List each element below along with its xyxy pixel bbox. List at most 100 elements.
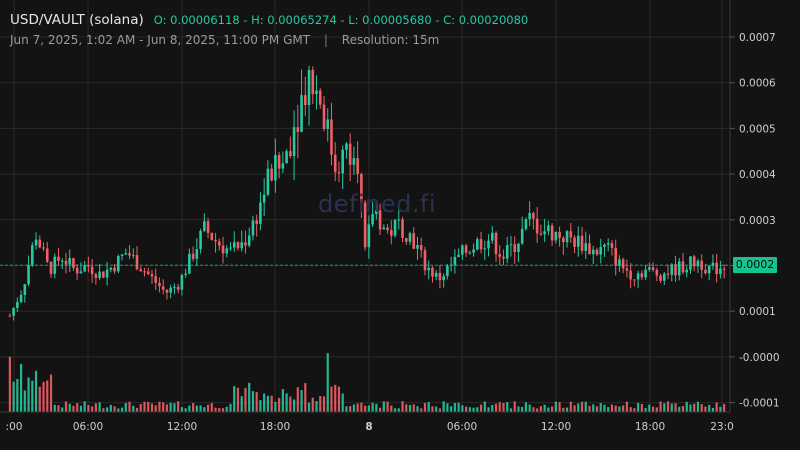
candle-body: [674, 264, 677, 276]
candle-body: [128, 253, 131, 256]
candle-body: [479, 239, 483, 250]
candle-body: [90, 266, 94, 275]
volume-bar: [16, 379, 19, 412]
price-tick-label: 0.0005: [739, 123, 776, 135]
candle-body: [580, 235, 584, 251]
candle-body: [176, 286, 180, 290]
time-tick-label: 12:00: [541, 421, 571, 433]
candle-body: [360, 173, 363, 203]
candle-body: [75, 267, 79, 274]
volume-bar: [169, 402, 172, 412]
volume-bar: [427, 401, 430, 412]
candle-body: [19, 294, 23, 303]
volume-bar: [304, 383, 307, 412]
candle-body: [569, 231, 573, 238]
volume-bar: [102, 408, 105, 412]
candle-body: [554, 231, 558, 241]
volume-bar: [162, 402, 165, 412]
candle-body: [259, 202, 262, 224]
candle-body: [300, 95, 303, 132]
volume-bar: [491, 404, 494, 412]
candle-body: [468, 252, 472, 254]
volume-bar: [442, 401, 445, 412]
volume-bar: [296, 387, 299, 412]
volume-bar: [461, 405, 464, 412]
volume-bar: [8, 356, 11, 412]
candle-body: [356, 158, 359, 174]
volume-bar: [42, 381, 45, 412]
candle-body: [210, 232, 214, 240]
volume-bar: [487, 407, 490, 412]
volume-bar: [543, 404, 546, 412]
candle-body: [337, 172, 341, 174]
candle-body: [505, 245, 509, 259]
candle-body: [173, 286, 176, 288]
volume-bar: [255, 391, 258, 412]
candle-body: [419, 244, 423, 251]
price-tick-label: 0.0006: [739, 78, 776, 90]
volume-bar: [319, 396, 322, 412]
volume-bar: [390, 405, 393, 412]
candle-body: [195, 249, 199, 259]
volume-bar: [569, 401, 572, 412]
volume-bar: [622, 405, 625, 412]
chart-header: USD/VAULT (solana) O: 0.00006118 - H: 0.…: [10, 12, 528, 28]
candle-body: [244, 242, 247, 246]
volume-bar: [199, 405, 202, 412]
volume-bar: [405, 404, 408, 412]
volume-bar: [659, 401, 662, 412]
candle-body: [303, 95, 307, 106]
candle-body: [640, 273, 644, 278]
candle-body: [584, 243, 588, 251]
volume-bar: [637, 402, 640, 412]
candle-body: [386, 227, 389, 231]
volume-bar: [648, 404, 651, 412]
candle-body: [23, 284, 27, 295]
watermark: defined.fi: [318, 190, 437, 218]
candle-body: [651, 267, 655, 270]
volume-bar: [498, 402, 501, 412]
candle-body: [685, 269, 689, 273]
volume-bar: [378, 407, 382, 412]
volume-bar: [678, 406, 681, 412]
volume-bar: [509, 408, 513, 412]
candle-body: [150, 274, 154, 277]
volume-bar: [438, 408, 442, 412]
candle-body: [528, 212, 531, 220]
volume-bar: [46, 380, 49, 412]
resolution-label[interactable]: Resolution: 15m: [341, 33, 440, 47]
candle-body: [117, 255, 120, 272]
volume-bar: [386, 401, 389, 412]
candle-body: [711, 262, 715, 266]
candle-body: [146, 271, 150, 275]
volume-bar: [292, 399, 296, 412]
volume-bar: [670, 403, 673, 412]
volume-bar: [154, 405, 157, 412]
candle-body: [412, 233, 416, 249]
candle-body: [16, 302, 19, 308]
candle-body: [722, 268, 726, 270]
time-tick-label: 8: [365, 421, 372, 433]
volume-bar: [367, 405, 370, 412]
volume-bar: [113, 406, 116, 412]
candle-body: [476, 239, 479, 250]
volume-bar: [663, 403, 666, 412]
candle-body: [524, 219, 528, 229]
price-tick-label: 0.0001: [739, 306, 776, 318]
candle-body: [180, 274, 184, 290]
candle-body: [677, 261, 681, 276]
candle-body: [38, 239, 42, 248]
candle-body: [704, 269, 707, 274]
candle-body: [154, 276, 158, 283]
volume-bar: [337, 386, 341, 412]
candle-body: [576, 235, 580, 247]
volume-bar: [502, 402, 505, 412]
time-axis: :00 06:00 12:00 18:00 8 06:00 12:00 18:00 23:0: [6, 421, 734, 433]
candle-body: [662, 273, 666, 281]
candle-body: [229, 247, 232, 249]
date-range: Jun 7, 2025, 1:02 AM - Jun 8, 2025, 11:0…: [10, 33, 311, 47]
volume-bar: [94, 403, 97, 412]
volume-bar: [423, 402, 427, 412]
candle-body: [34, 239, 38, 246]
